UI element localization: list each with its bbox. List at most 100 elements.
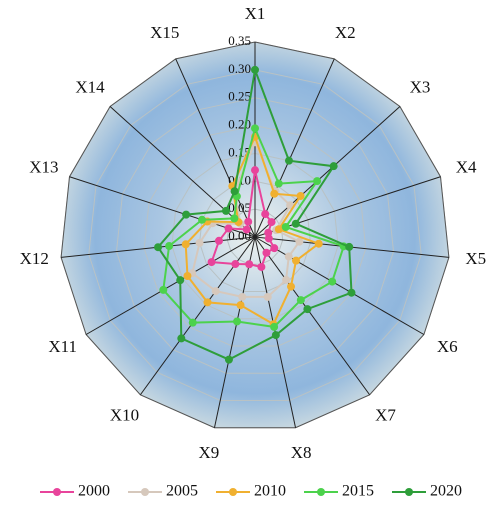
spoke xyxy=(254,58,335,238)
data-point xyxy=(224,224,233,233)
axis-label: X9 xyxy=(198,443,219,462)
data-point xyxy=(284,156,293,165)
data-point xyxy=(233,317,242,326)
axis-label: X1 xyxy=(245,4,266,23)
data-point xyxy=(291,219,300,228)
legend-label: 2015 xyxy=(342,483,374,500)
data-point xyxy=(314,239,323,248)
axis-label: X11 xyxy=(48,337,77,356)
data-point xyxy=(271,331,280,340)
legend-label: 2000 xyxy=(78,483,110,500)
data-point xyxy=(292,256,301,265)
data-point xyxy=(274,225,283,234)
grid-ring xyxy=(171,152,339,320)
data-point xyxy=(154,243,163,252)
data-point xyxy=(345,242,354,251)
data-point xyxy=(251,166,259,175)
axis-label: X4 xyxy=(456,157,477,176)
data-point xyxy=(270,244,279,253)
data-point xyxy=(183,272,192,280)
data-point xyxy=(198,215,207,224)
grid-ring xyxy=(88,69,422,401)
data-point xyxy=(274,179,283,188)
data-point xyxy=(181,240,190,249)
data-point xyxy=(264,234,273,243)
data-point xyxy=(188,318,197,327)
data-point xyxy=(211,287,220,296)
axis-label: X3 xyxy=(410,77,431,96)
data-point xyxy=(238,292,247,301)
axis-label: X8 xyxy=(291,443,312,462)
legend-label: 2005 xyxy=(166,483,198,500)
data-point xyxy=(287,282,296,291)
data-point xyxy=(284,252,293,261)
series-line xyxy=(162,125,345,328)
data-point xyxy=(251,65,259,74)
axis-label: X14 xyxy=(75,77,105,96)
axis-label: X2 xyxy=(335,23,356,42)
outer-ring xyxy=(60,41,450,429)
axis-label: X7 xyxy=(375,406,396,425)
spoke xyxy=(254,106,401,238)
data-point xyxy=(236,301,245,310)
spoke xyxy=(254,236,425,335)
data-point xyxy=(182,210,191,219)
data-point xyxy=(263,292,272,301)
series-line xyxy=(191,139,301,298)
tick-label: 0.05 xyxy=(228,200,251,215)
data-point xyxy=(296,191,305,200)
axis-label: X10 xyxy=(110,406,139,425)
data-point xyxy=(165,242,174,251)
data-point xyxy=(176,276,185,285)
tick-label: 0.25 xyxy=(228,89,251,104)
axis-label: X15 xyxy=(150,23,179,42)
axis-label: X5 xyxy=(465,249,486,268)
grid-ring xyxy=(115,97,395,374)
data-point xyxy=(251,124,259,133)
spoke xyxy=(69,176,256,238)
data-point xyxy=(230,214,239,223)
data-point xyxy=(203,298,212,307)
data-point xyxy=(267,218,276,227)
spoke xyxy=(109,106,256,238)
data-point xyxy=(281,223,290,232)
series-line xyxy=(210,169,276,269)
data-point xyxy=(295,237,304,246)
data-point xyxy=(245,260,254,269)
legend-marker xyxy=(141,488,149,496)
series-line xyxy=(156,66,353,361)
spoke xyxy=(213,236,256,428)
legend-marker xyxy=(317,488,325,496)
data-point xyxy=(222,206,231,215)
data-point xyxy=(264,228,273,237)
data-point xyxy=(329,162,338,171)
axis-label: X12 xyxy=(20,249,49,268)
legend-marker xyxy=(229,488,237,496)
data-point xyxy=(296,296,305,305)
data-point xyxy=(313,177,322,186)
tick-label: 0.35 xyxy=(228,33,251,48)
spoke xyxy=(254,236,371,396)
grid-ring xyxy=(199,180,311,292)
data-point xyxy=(261,210,270,219)
data-point xyxy=(207,258,216,267)
data-point xyxy=(195,238,204,247)
axis-label: X6 xyxy=(437,337,458,356)
spoke xyxy=(85,236,256,335)
legend-marker xyxy=(53,488,61,496)
data-point xyxy=(303,305,312,314)
data-point xyxy=(347,288,356,297)
data-point xyxy=(282,275,291,284)
data-point xyxy=(230,187,239,196)
axis-label: X13 xyxy=(29,157,58,176)
data-point xyxy=(257,262,266,271)
data-point xyxy=(270,322,279,331)
data-point xyxy=(328,277,337,286)
data-point xyxy=(214,236,223,245)
data-point xyxy=(262,248,271,257)
data-point xyxy=(177,334,186,343)
data-point xyxy=(270,189,279,198)
data-point xyxy=(159,285,168,294)
legend-marker xyxy=(405,488,413,496)
